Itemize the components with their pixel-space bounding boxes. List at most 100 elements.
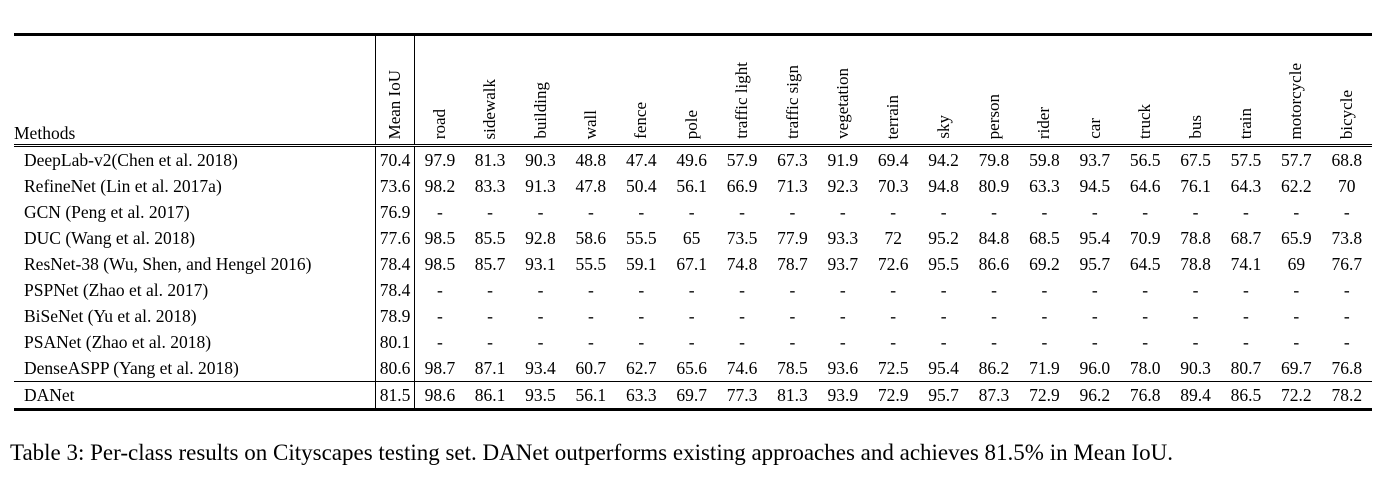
value-cell: 70.3 — [877, 176, 909, 196]
table-body: DeepLab-v2(Chen et al. 2018) 70.4 97.9 81.3… — [14, 145, 1372, 410]
value-cell: 59.1 — [625, 254, 657, 274]
value-cell: 89.4 — [1180, 385, 1211, 405]
value-cell: 96.0 — [1079, 358, 1111, 378]
value-cell: 90.3 — [1180, 358, 1211, 378]
header-row: Methods Mean IoU road sidewalk building wall… — [14, 34, 1372, 146]
value-cell: 93.7 — [1079, 150, 1111, 170]
value-cell: - — [587, 280, 594, 300]
value-cell: - — [1243, 202, 1249, 222]
column-header-truck: truck — [1120, 35, 1170, 146]
column-header-bicycle: bicycle — [1322, 35, 1372, 146]
value-cell: 78.5 — [777, 358, 808, 378]
value-cell: - — [940, 306, 947, 326]
column-header-train: train — [1221, 35, 1271, 146]
value-cell: 74.1 — [1230, 254, 1262, 274]
value-cell: - — [587, 202, 594, 222]
value-cell: 55.5 — [575, 254, 607, 274]
value-cell: - — [1041, 332, 1048, 352]
value-cell: - — [487, 332, 493, 352]
value-cell: 70.9 — [1129, 228, 1161, 248]
value-cell: - — [789, 332, 796, 352]
value-cell: 58.6 — [575, 228, 607, 248]
table-row: DenseASPP (Yang et al. 2018) 80.6 98.7 87.1… — [14, 355, 1372, 382]
value-cell: 72.2 — [1281, 385, 1312, 405]
value-cell: 77.6 — [375, 225, 415, 251]
value-cell: - — [638, 306, 645, 326]
value-cell: 76.8 — [1129, 385, 1161, 405]
value-cell: 77.3 — [726, 385, 758, 405]
value-cell: 74.8 — [726, 254, 758, 274]
method-cell: ResNet-38 (Wu, Shen, and Hengel 2016) — [24, 254, 312, 274]
value-cell: 95.2 — [928, 228, 959, 248]
value-cell: - — [991, 332, 997, 352]
method-cell: RefineNet (Lin et al. 2017a) — [24, 176, 222, 196]
value-cell: - — [638, 202, 645, 222]
value-cell: 65.6 — [676, 358, 707, 378]
value-cell: - — [839, 202, 846, 222]
value-cell: 95.4 — [1079, 228, 1111, 248]
value-cell: - — [537, 202, 544, 222]
value-cell: 65.9 — [1281, 228, 1312, 248]
value-cell: 64.6 — [1129, 176, 1161, 196]
method-cell: PSANet (Zhao et al. 2018) — [24, 332, 212, 352]
value-cell: 69.4 — [877, 150, 909, 170]
column-header-label: rider — [1034, 106, 1054, 139]
column-header-label: wall — [580, 109, 600, 139]
value-cell: - — [1091, 280, 1098, 300]
value-cell: - — [1142, 306, 1149, 326]
value-cell: 76.7 — [1331, 254, 1363, 274]
column-header-sky: sky — [918, 35, 968, 146]
value-cell: 65 — [682, 228, 701, 248]
value-cell: 69.7 — [676, 385, 707, 405]
value-cell: 76.1 — [1180, 176, 1211, 196]
value-cell: - — [1041, 202, 1048, 222]
value-cell: 80.6 — [375, 355, 415, 382]
value-cell: 87.3 — [978, 385, 1010, 405]
column-header-label: bicycle — [1336, 89, 1356, 139]
value-cell: 86.5 — [1230, 385, 1262, 405]
value-cell: 87.1 — [474, 358, 506, 378]
value-cell: 60.7 — [575, 358, 607, 378]
value-cell: 50.4 — [625, 176, 657, 196]
value-cell: - — [1091, 306, 1098, 326]
value-cell: - — [1041, 280, 1048, 300]
value-cell: - — [739, 306, 745, 326]
value-cell: 67.1 — [676, 254, 707, 274]
value-cell: 56.1 — [575, 385, 607, 405]
method-cell: BiSeNet (Yu et al. 2018) — [24, 306, 197, 326]
value-cell: 72.9 — [1029, 385, 1060, 405]
value-cell: - — [587, 332, 594, 352]
results-table: Methods Mean IoU road sidewalk building wall… — [14, 33, 1372, 411]
value-cell: 78.0 — [1129, 358, 1161, 378]
value-cell: 69.7 — [1281, 358, 1312, 378]
value-cell: 68.5 — [1029, 228, 1060, 248]
value-cell: 73.8 — [1331, 228, 1363, 248]
column-header-label: building — [530, 82, 550, 139]
column-header-wall: wall — [566, 35, 616, 146]
value-cell: 93.7 — [827, 254, 859, 274]
column-header-label: traffic sign — [782, 65, 802, 139]
value-cell: - — [991, 280, 997, 300]
value-cell: 57.7 — [1281, 150, 1312, 170]
value-cell: - — [437, 280, 443, 300]
value-cell: 86.2 — [978, 358, 1010, 378]
value-cell: - — [789, 202, 796, 222]
column-header-label: bus — [1185, 115, 1205, 139]
table-row: BiSeNet (Yu et al. 2018) 78.9 - - - - - - - - - - - -… — [14, 303, 1372, 329]
value-cell: 70 — [1338, 176, 1356, 196]
column-header-vegetation: vegetation — [818, 35, 868, 146]
value-cell: 93.6 — [827, 358, 859, 378]
value-cell: - — [940, 280, 947, 300]
value-cell: - — [1343, 280, 1350, 300]
table-row: GCN (Peng et al. 2017) 76.9 - - - - - - - - - - - - - -… — [14, 199, 1372, 225]
value-cell: - — [1243, 306, 1249, 326]
value-cell: 69.2 — [1029, 254, 1060, 274]
column-header-road: road — [415, 35, 465, 146]
value-cell: 74.6 — [726, 358, 758, 378]
column-header-sidewalk: sidewalk — [465, 35, 515, 146]
value-cell: - — [537, 280, 544, 300]
column-header-car: car — [1070, 35, 1120, 146]
value-cell: 98.2 — [424, 176, 456, 196]
value-cell: - — [1343, 332, 1350, 352]
value-cell: - — [739, 202, 745, 222]
